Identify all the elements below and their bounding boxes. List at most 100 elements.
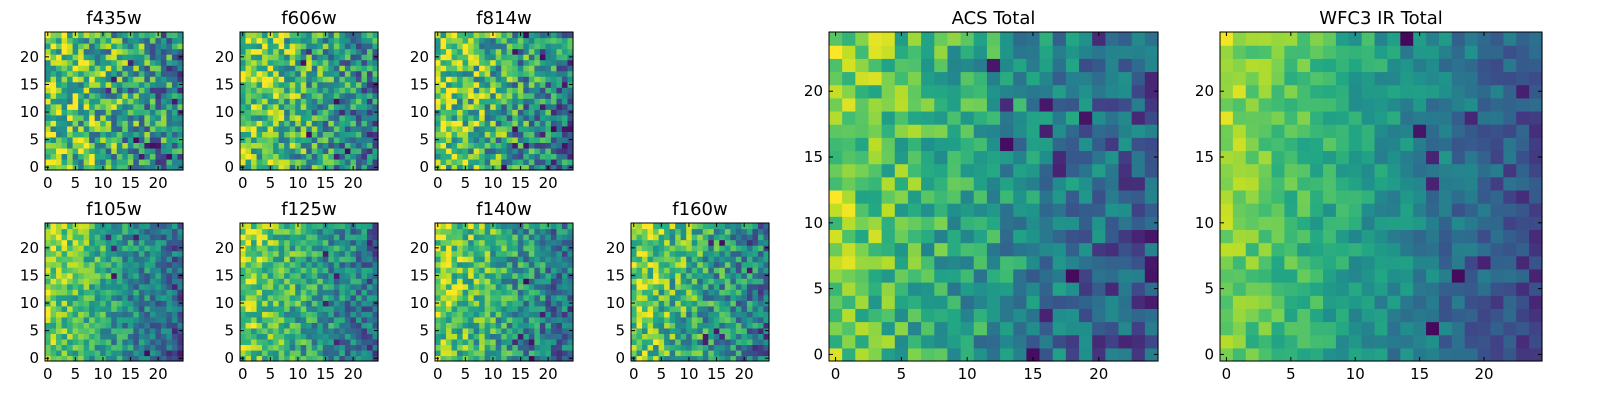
heatmap-cell [50,120,57,127]
heatmap-cell [468,305,475,312]
heatmap-cell [245,136,252,143]
heatmap-cell [350,109,357,116]
heatmap-cell [251,355,258,362]
heatmap-cell [177,333,184,340]
heatmap-cell [339,109,346,116]
heatmap-cell [545,333,552,340]
heatmap-cell [78,333,85,340]
heatmap-cell [311,338,318,346]
heatmap-cell [50,344,57,351]
heatmap-cell [350,87,357,94]
heatmap-cell [61,136,68,143]
heatmap-cell [94,109,101,116]
heatmap-cell [171,234,179,241]
heatmap-cell [523,147,530,155]
heatmap-cell [284,272,291,279]
heatmap-cell [506,239,513,246]
heatmap-cell [713,289,720,296]
heatmap-cell [484,54,491,61]
heatmap-cell [273,70,280,77]
heatmap-cell [83,70,90,77]
heatmap-cell [177,278,184,285]
heatmap-cell [278,239,285,246]
heatmap-cell [100,294,107,301]
heatmap-cell [501,355,508,362]
heatmap-cell [1039,163,1054,178]
heatmap-cell [642,338,649,346]
heatmap-cell [658,289,665,296]
heatmap-cell [490,338,497,346]
heatmap-cell [1144,216,1159,230]
heatmap-cell [273,59,280,66]
heatmap-cell [435,278,442,285]
heatmap-cell [240,103,247,110]
heatmap-cell [446,344,453,351]
heatmap-cell [61,250,68,257]
heatmap-cell [746,316,754,323]
heatmap-cell [278,305,285,312]
heatmap-cell [451,81,458,88]
heatmap-cell [545,349,552,357]
x-tick-label: 15 [316,174,335,192]
heatmap-cell [122,272,129,279]
heatmap-cell [495,311,502,318]
heatmap-cell [435,228,442,235]
heatmap-cell [561,256,569,263]
heatmap-cell [446,120,453,127]
heatmap-cell [155,147,162,155]
heatmap-cell [550,32,558,39]
heatmap-cell [155,305,162,312]
heatmap-cell [730,311,737,318]
heatmap-cell [468,48,475,55]
heatmap-cell [311,344,318,351]
heatmap-cell [333,283,340,290]
heatmap-cell [1052,321,1067,336]
heatmap-cell [83,131,90,138]
heatmap-cell [295,250,302,257]
heatmap-cell [278,76,285,83]
heatmap-cell [1026,295,1041,309]
heatmap-cell [708,223,715,230]
heatmap-cell [256,272,263,279]
heatmap-cell [295,234,302,241]
heatmap-cell [881,282,896,296]
heatmap-cell [144,322,151,329]
heatmap-cell [262,278,269,285]
heatmap-cell [50,54,57,61]
heatmap-cell [138,316,145,323]
heatmap-cell [306,338,313,346]
heatmap-cell [550,59,558,66]
heatmap-cell [67,283,74,290]
heatmap-cell [752,223,759,230]
heatmap-cell [89,338,96,346]
heatmap-cell [67,142,74,149]
heatmap-cell [894,334,909,349]
heatmap-cell [490,142,497,149]
heatmap-cell [328,87,335,94]
heatmap-cell [457,109,464,116]
heatmap-cell [479,164,486,171]
heatmap-cell [56,305,63,312]
heatmap-cell [166,239,173,246]
heatmap-cell [278,256,285,263]
heatmap-cell [344,234,351,241]
heatmap-cell [262,250,269,257]
heatmap-cell [344,294,351,301]
heatmap-cell [686,344,693,351]
heatmap-cell [149,48,156,55]
heatmap-cell [133,48,140,55]
heatmap-cell [468,294,475,301]
heatmap-cell [317,131,324,138]
heatmap-cell [56,37,63,44]
heatmap-cell [295,81,302,88]
heatmap-cell [735,316,742,323]
heatmap-cell [160,289,168,296]
heatmap-cell [1013,334,1027,349]
heatmap-cell [440,131,447,138]
heatmap-cell [50,234,57,241]
heatmap-cell [545,239,552,246]
heatmap-cell [133,109,140,116]
heatmap-cell [328,261,335,268]
heatmap-cell [451,272,458,279]
heatmap-cell [111,256,118,263]
